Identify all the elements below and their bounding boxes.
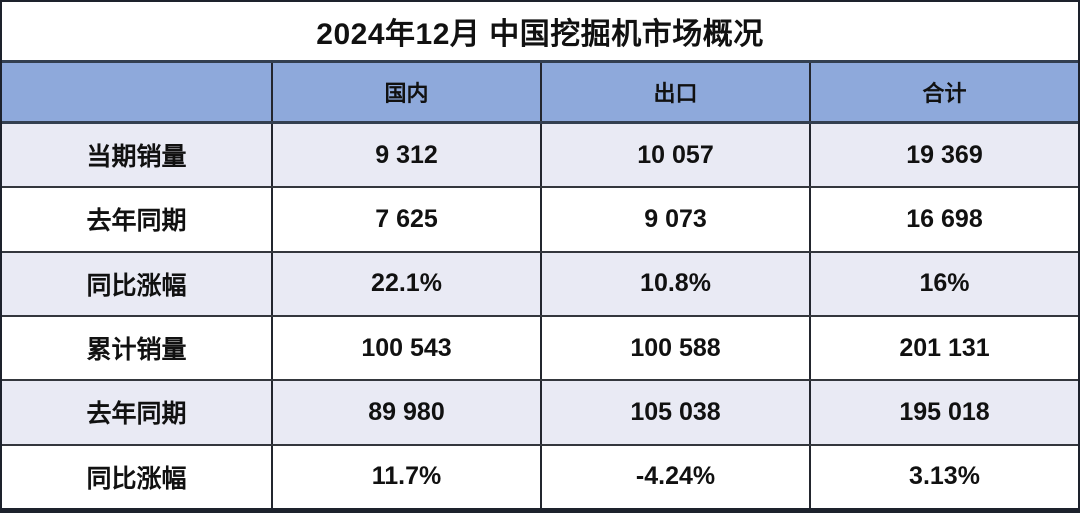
cell-total: 195 018 <box>809 381 1078 444</box>
cell-total: 16 698 <box>809 188 1078 251</box>
cell-export: 10.8% <box>540 252 809 315</box>
cell-export: 9 073 <box>540 188 809 251</box>
table-row-yoy-change: 同比涨幅 22.1% 10.8% 16% <box>2 250 1078 315</box>
row-label: 当期销量 <box>86 143 187 172</box>
cell-total: 201 131 <box>809 316 1078 380</box>
cell-domestic: 22.1% <box>271 252 540 315</box>
cell-export: 105 038 <box>540 381 809 444</box>
row-label: 同比涨幅 <box>86 271 187 300</box>
column-header-total: 合计 <box>809 63 1078 121</box>
cell-domestic: 9 312 <box>271 124 540 187</box>
cell-total: 16% <box>809 252 1078 315</box>
row-label: 累计销量 <box>86 336 187 365</box>
row-label: 去年同期 <box>86 400 187 429</box>
cell-export: 10 057 <box>540 124 809 187</box>
table-row-cumulative-last-year: 去年同期 89 980 105 038 195 018 <box>2 379 1078 444</box>
row-label: 同比涨幅 <box>86 464 187 493</box>
table-row-current-sales: 当期销量 9 312 10 057 19 369 <box>2 124 1078 187</box>
row-label: 去年同期 <box>86 207 187 236</box>
cell-total: 19 369 <box>809 124 1078 187</box>
table-title: 2024年12月 中国挖掘机市场概况 <box>2 2 1078 60</box>
table-header-row: 国内 出口 合计 <box>2 60 1078 124</box>
cell-export: 100 588 <box>540 316 809 380</box>
cell-domestic: 7 625 <box>271 188 540 251</box>
table-row-last-year-same-period: 去年同期 7 625 9 073 16 698 <box>2 186 1078 251</box>
column-header-export: 出口 <box>540 63 809 121</box>
cell-domestic: 100 543 <box>271 316 540 380</box>
table-row-cumulative-sales: 累计销量 100 543 100 588 201 131 <box>2 314 1078 380</box>
cell-export: -4.24% <box>540 445 809 508</box>
cell-domestic: 89 980 <box>271 381 540 444</box>
cell-total: 3.13% <box>809 445 1078 508</box>
column-header-empty <box>2 63 271 121</box>
column-header-domestic: 国内 <box>271 63 540 121</box>
table-row-cumulative-yoy-change: 同比涨幅 11.7% -4.24% 3.13% <box>2 443 1078 508</box>
cell-domestic: 11.7% <box>271 445 540 508</box>
